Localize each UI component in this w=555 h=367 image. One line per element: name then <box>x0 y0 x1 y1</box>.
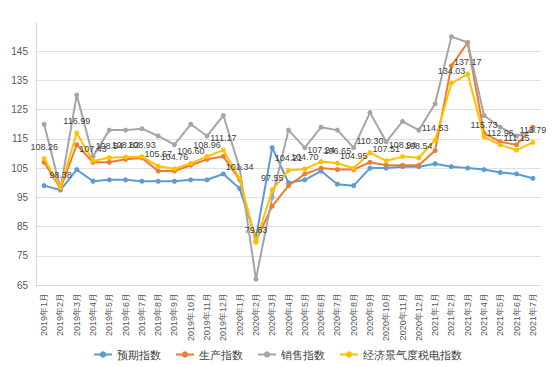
svg-text:2019年4月: 2019年4月 <box>88 293 98 336</box>
svg-text:2020年12月: 2020年12月 <box>414 293 424 341</box>
svg-text:125: 125 <box>11 104 28 115</box>
svg-text:104.70: 104.70 <box>291 152 319 162</box>
svg-text:105: 105 <box>11 163 28 174</box>
svg-text:101.34: 101.34 <box>226 162 254 172</box>
svg-text:2019年2月: 2019年2月 <box>55 293 65 336</box>
svg-text:104.95: 104.95 <box>340 151 368 161</box>
svg-text:97.55: 97.55 <box>261 173 284 183</box>
svg-text:2020年1月: 2020年1月 <box>235 293 245 336</box>
svg-text:108.96: 108.96 <box>193 139 221 150</box>
svg-text:2019年7月: 2019年7月 <box>137 293 147 336</box>
svg-text:110.30: 110.30 <box>356 135 384 146</box>
svg-text:107.43: 107.43 <box>79 144 107 154</box>
svg-text:104.21: 104.21 <box>274 153 303 164</box>
svg-text:137.17: 137.17 <box>454 57 482 67</box>
svg-text:2021年6月: 2021年6月 <box>512 293 522 336</box>
svg-text:115: 115 <box>12 133 28 144</box>
svg-text:75: 75 <box>17 250 29 261</box>
svg-text:2020年8月: 2020年8月 <box>349 293 359 336</box>
svg-text:134.03: 134.03 <box>438 66 466 76</box>
svg-text:106.65: 106.65 <box>323 146 352 157</box>
svg-text:2020年7月: 2020年7月 <box>332 293 342 336</box>
svg-text:2020年3月: 2020年3月 <box>267 293 277 336</box>
svg-text:经济景气度税电指数: 经济景气度税电指数 <box>363 349 462 361</box>
svg-text:135: 135 <box>11 75 28 86</box>
svg-text:114.53: 114.53 <box>422 123 449 133</box>
svg-text:2021年2月: 2021年2月 <box>446 293 456 336</box>
svg-text:2020年6月: 2020年6月 <box>316 293 326 336</box>
svg-text:108.54: 108.54 <box>405 141 433 151</box>
svg-text:105.67: 105.67 <box>144 149 172 160</box>
svg-text:107.51: 107.51 <box>372 143 400 154</box>
svg-text:112.96: 112.96 <box>486 127 514 138</box>
svg-text:116.99: 116.99 <box>63 116 90 126</box>
svg-text:108.94: 108.94 <box>388 139 417 150</box>
svg-text:2020年5月: 2020年5月 <box>300 293 310 336</box>
svg-text:2020年10月: 2020年10月 <box>381 293 391 341</box>
svg-text:108.26: 108.26 <box>30 142 58 152</box>
svg-text:2019年11月: 2019年11月 <box>202 293 212 340</box>
svg-text:2020年2月: 2020年2月 <box>251 293 261 336</box>
svg-text:2019年6月: 2019年6月 <box>121 293 131 336</box>
svg-text:108.82: 108.82 <box>111 139 140 150</box>
svg-text:2019年3月: 2019年3月 <box>72 293 82 336</box>
svg-text:95: 95 <box>17 192 29 203</box>
svg-text:113.79: 113.79 <box>519 125 546 135</box>
svg-text:115.73: 115.73 <box>470 119 498 130</box>
svg-text:2019年9月: 2019年9月 <box>169 293 179 336</box>
svg-text:85: 85 <box>17 221 29 232</box>
svg-text:2020年4月: 2020年4月 <box>284 293 294 336</box>
svg-text:145: 145 <box>11 46 28 57</box>
svg-text:2021年4月: 2021年4月 <box>479 293 489 336</box>
svg-text:2019年8月: 2019年8月 <box>153 293 163 336</box>
svg-text:111.15: 111.15 <box>503 133 530 144</box>
svg-text:79.63: 79.63 <box>245 225 268 235</box>
svg-text:108.54: 108.54 <box>95 140 124 151</box>
svg-text:2019年1月: 2019年1月 <box>39 293 49 336</box>
svg-text:2019年12月: 2019年12月 <box>218 293 228 341</box>
svg-text:111.17: 111.17 <box>210 133 236 143</box>
svg-text:2021年1月: 2021年1月 <box>430 293 440 336</box>
svg-text:2019年10月: 2019年10月 <box>186 293 196 341</box>
svg-text:104.76: 104.76 <box>160 151 189 162</box>
svg-text:108.93: 108.93 <box>128 140 156 150</box>
svg-text:65: 65 <box>17 280 29 291</box>
svg-text:销售指数: 销售指数 <box>280 349 325 361</box>
svg-text:2021年3月: 2021年3月 <box>463 293 473 336</box>
svg-text:预期指数: 预期指数 <box>117 349 161 361</box>
svg-text:2021年7月: 2021年7月 <box>528 293 538 336</box>
svg-text:2020年9月: 2020年9月 <box>365 293 375 336</box>
svg-text:2021年5月: 2021年5月 <box>495 293 505 336</box>
svg-text:2020年11月: 2020年11月 <box>398 293 408 340</box>
svg-text:98.38: 98.38 <box>49 170 72 180</box>
svg-text:107.24: 107.24 <box>307 144 335 155</box>
svg-text:生产指数: 生产指数 <box>199 349 243 361</box>
svg-text:2019年5月: 2019年5月 <box>104 293 114 336</box>
svg-text:106.60: 106.60 <box>177 146 205 157</box>
